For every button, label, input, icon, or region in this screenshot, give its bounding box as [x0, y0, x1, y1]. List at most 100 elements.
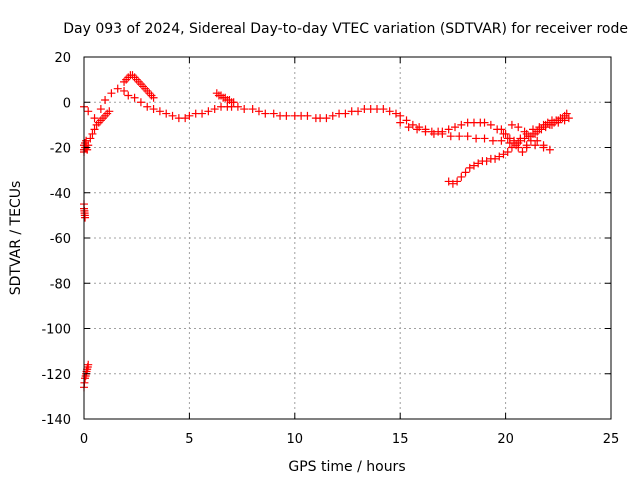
data-point [497, 136, 506, 145]
data-point [282, 111, 291, 120]
data-point [185, 111, 194, 120]
data-point [149, 105, 158, 114]
y-tick-label: -120 [41, 368, 71, 383]
data-point [155, 107, 164, 116]
data-point [457, 120, 466, 129]
data-point [539, 120, 548, 129]
data-point [149, 93, 158, 102]
data-point [480, 134, 489, 143]
data-point [446, 132, 455, 141]
y-tick-label: 0 [63, 96, 71, 111]
data-point [531, 141, 540, 150]
data-point [444, 125, 453, 134]
data-layer [80, 71, 573, 392]
data-point [486, 120, 495, 129]
data-point [210, 105, 219, 114]
data-point [136, 98, 145, 107]
data-point [453, 177, 462, 186]
data-point [429, 129, 438, 138]
data-point [408, 120, 417, 129]
data-point [90, 114, 99, 123]
data-point [379, 105, 388, 114]
y-tick-label: -60 [50, 232, 71, 247]
data-point [497, 125, 506, 134]
y-tick-label: -20 [50, 142, 71, 157]
tick-layer: 0 5 10 15 20 25 20 0 -20 -40 -60 -80 -100 -120 -140 [41, 51, 619, 447]
x-tick-label: 15 [392, 432, 409, 447]
data-point [113, 84, 122, 93]
x-tick-label: 10 [287, 432, 304, 447]
data-point [543, 118, 552, 127]
data-point [560, 111, 569, 120]
y-axis-label: SDTVAR / TECUs [8, 181, 24, 296]
data-point [322, 114, 331, 123]
x-tick-label: 25 [603, 432, 620, 447]
data-point [531, 129, 540, 138]
data-point [526, 132, 535, 141]
data-point [556, 114, 565, 123]
data-point [130, 93, 139, 102]
data-point [198, 109, 207, 118]
series-start-spike [80, 136, 92, 157]
data-point [491, 154, 500, 163]
data-point [472, 134, 481, 143]
data-point [438, 129, 447, 138]
data-point [107, 89, 116, 98]
data-point [396, 111, 405, 120]
data-point [480, 118, 489, 127]
data-point [341, 109, 350, 118]
data-point [84, 107, 93, 116]
data-point [421, 127, 430, 136]
data-point [303, 111, 312, 120]
data-point [514, 143, 523, 152]
data-point [240, 105, 249, 114]
x-tick-label: 5 [185, 432, 193, 447]
data-point [248, 105, 257, 114]
series-main-band [80, 84, 573, 145]
data-point [88, 129, 97, 138]
data-point [539, 141, 548, 150]
data-point [510, 138, 519, 147]
x-axis-label: GPS time / hours [288, 459, 405, 475]
data-point [82, 136, 91, 145]
x-tick-label: 20 [497, 432, 514, 447]
data-point [385, 107, 394, 116]
data-point [120, 86, 129, 95]
data-point [463, 132, 472, 141]
data-point [482, 157, 491, 166]
data-point [448, 179, 457, 188]
data-point [461, 168, 470, 177]
data-point [507, 120, 516, 129]
y-tick-label: -80 [50, 277, 71, 292]
data-point [520, 127, 529, 136]
data-point [465, 163, 474, 172]
data-point [101, 95, 110, 104]
data-point [233, 102, 242, 111]
data-point [514, 123, 523, 132]
series-initial-rise [84, 107, 114, 150]
data-point [545, 145, 554, 154]
data-point [488, 136, 497, 145]
data-point [520, 134, 529, 143]
series-upper-branch [120, 71, 238, 107]
chart-title: Day 093 of 2024, Sidereal Day-to-day VTE… [63, 21, 628, 37]
series-outlier-low [80, 360, 93, 392]
data-point [181, 114, 190, 123]
x-tick-label: 0 [80, 432, 88, 447]
data-point [535, 125, 544, 134]
data-point [396, 118, 405, 127]
data-point [457, 172, 466, 181]
data-point [455, 132, 464, 141]
data-point [229, 98, 238, 107]
series-end-cluster [497, 111, 569, 157]
data-point [168, 111, 177, 120]
data-point [516, 136, 525, 145]
y-tick-label: -140 [41, 413, 71, 428]
data-point [81, 213, 90, 222]
y-tick-label: -100 [41, 323, 71, 338]
data-point [495, 152, 504, 161]
data-point [501, 129, 510, 138]
data-point [404, 123, 413, 132]
data-point [204, 107, 213, 116]
